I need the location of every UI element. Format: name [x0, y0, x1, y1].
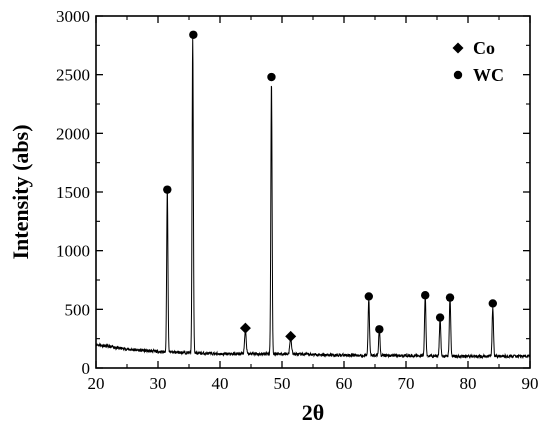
x-tick-label: 70 [398, 374, 415, 393]
co-peak-marker [239, 322, 251, 334]
y-tick-label: 3000 [56, 7, 90, 26]
legend-circle-icon [453, 70, 463, 80]
wc-peak-marker [163, 185, 172, 194]
x-tick-label: 80 [460, 374, 477, 393]
y-tick-label: 2000 [56, 124, 90, 143]
y-tick-label: 1500 [56, 183, 90, 202]
y-tick-label: 500 [65, 300, 91, 319]
y-axis-title: Intensity (abs) [8, 124, 33, 259]
legend: Co WC [452, 38, 504, 85]
legend-label: WC [473, 65, 504, 85]
peak-markers [163, 30, 497, 342]
wc-peak-marker [375, 325, 384, 334]
x-axis-title: 2θ [302, 400, 324, 425]
xrd-pattern-line [95, 38, 531, 360]
wc-peak-marker [435, 313, 445, 322]
wc-peak-marker [189, 30, 198, 39]
y-tick-label: 1000 [56, 242, 90, 261]
co-peak-marker [285, 330, 297, 342]
plot-frame [95, 15, 531, 369]
axis-ticks: 20 30 40 50 60 70 80 90 0 500 1000 1500 2000 2500 3000 [56, 7, 539, 393]
x-tick-label: 50 [274, 374, 291, 393]
wc-peak-marker [488, 299, 497, 308]
y-tick-label: 2500 [56, 66, 90, 85]
x-tick-label: 20 [88, 374, 105, 393]
wc-peak-marker [267, 72, 276, 82]
x-tick-label: 90 [522, 374, 539, 393]
x-tick-label: 60 [336, 374, 353, 393]
wc-peak-marker [364, 292, 373, 301]
x-tick-label: 40 [212, 374, 229, 393]
legend-label: Co [473, 38, 495, 58]
y-tick-label: 0 [82, 359, 91, 378]
legend-diamond-icon [452, 42, 464, 54]
plot-area [95, 38, 531, 360]
wc-peak-marker [445, 293, 455, 302]
wc-peak-marker [421, 291, 430, 300]
x-tick-label: 30 [150, 374, 167, 393]
